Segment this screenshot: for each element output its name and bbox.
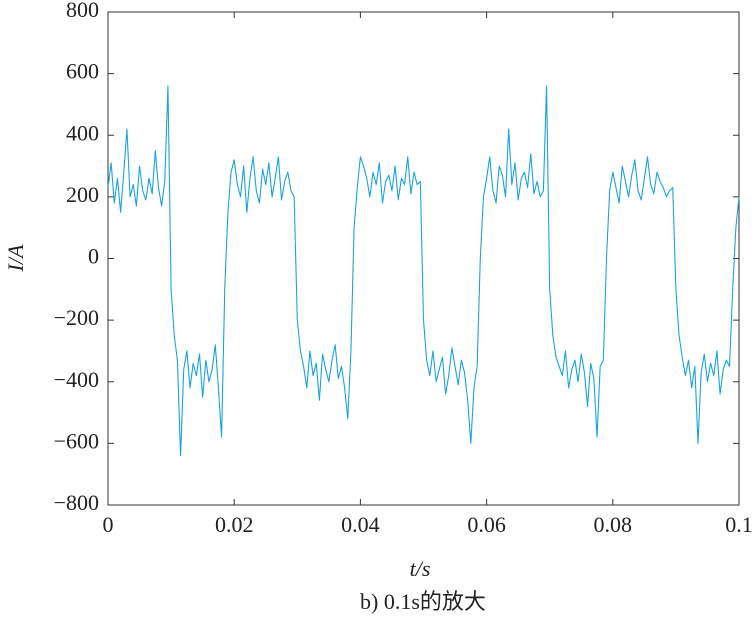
data-line: [107, 85, 740, 457]
y-tick-label: −600: [54, 428, 99, 453]
y-tick-label: 0: [88, 244, 99, 269]
x-tick-label: 0: [103, 512, 114, 537]
y-tick-label: 800: [66, 0, 99, 22]
caption: b) 0.1s的放大: [360, 589, 486, 614]
y-tick-label: −200: [54, 305, 99, 330]
x-tick-label: 0.04: [341, 512, 380, 537]
x-tick-label: 0.02: [215, 512, 254, 537]
x-axis-label: t/s: [410, 556, 431, 581]
x-tick-label: 0.08: [594, 512, 633, 537]
y-tick-label: −800: [54, 490, 99, 515]
x-tick-label: 0.1: [725, 512, 753, 537]
y-tick-label: 600: [66, 59, 99, 84]
y-tick-label: 400: [66, 120, 99, 145]
plot-frame: [107, 11, 740, 506]
x-tick-label: 0.06: [467, 512, 506, 537]
y-tick-label: −400: [54, 367, 99, 392]
y-tick-label: 200: [66, 182, 99, 207]
y-axis-label: I/A: [3, 244, 28, 272]
